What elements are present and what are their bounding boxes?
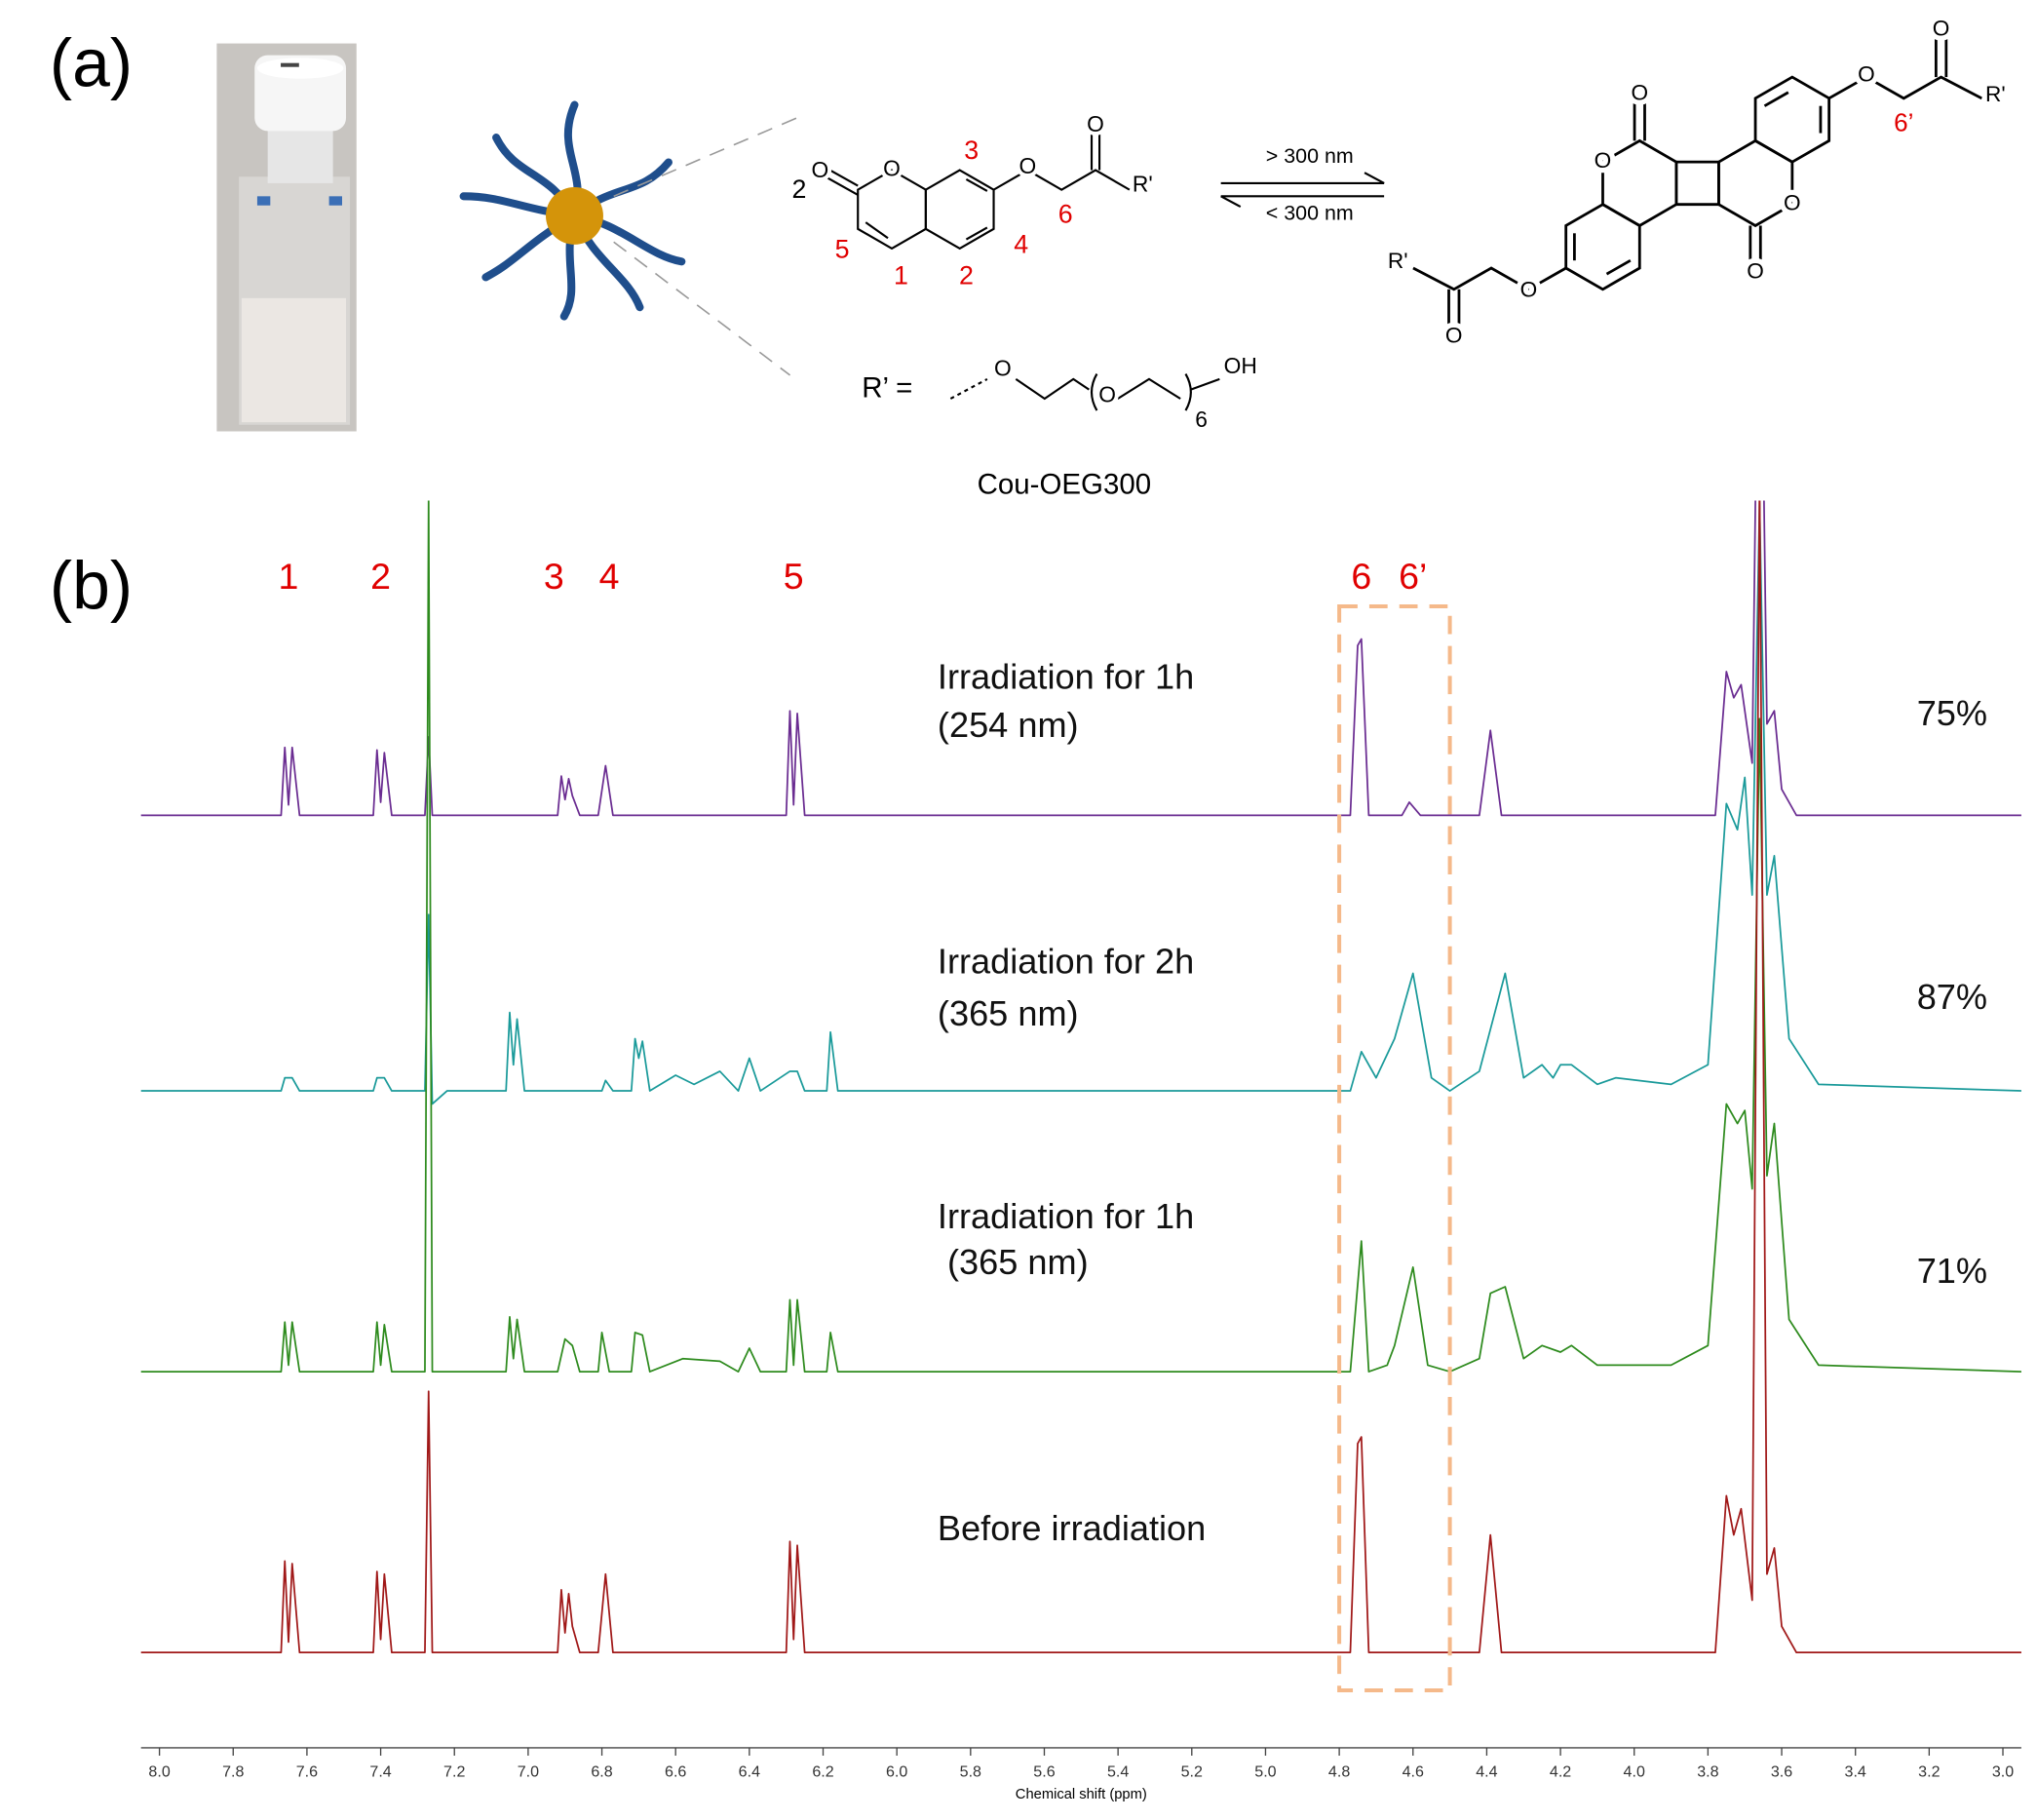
position-number: 2 <box>959 260 974 290</box>
atom-label: O <box>811 157 828 182</box>
condition-label: > 300 nm <box>1266 144 1354 168</box>
atom-label: OH <box>1224 353 1257 378</box>
position-number: 6’ <box>1894 108 1913 137</box>
spectrum-label: Irradiation for 1h <box>938 1196 1194 1236</box>
atom-label: O <box>1520 278 1538 302</box>
atom-label: O <box>994 356 1012 381</box>
x-tick-label: 7.2 <box>443 1763 465 1781</box>
atom-label: R' <box>1133 172 1153 197</box>
atom-label: O <box>1087 111 1104 136</box>
spectrum-line <box>140 500 2021 1654</box>
peak-label: 5 <box>784 556 804 597</box>
spectrum-label: Irradiation for 1h <box>938 657 1194 697</box>
x-tick-label: 5.4 <box>1107 1763 1129 1781</box>
x-tick-label: 7.0 <box>518 1763 539 1781</box>
x-axis-title: Chemical shift (ppm) <box>1016 1787 1147 1802</box>
x-tick-label: 3.2 <box>1918 1763 1940 1781</box>
x-tick-label: 3.0 <box>1992 1763 2014 1781</box>
spectrum-line <box>140 502 2021 1105</box>
spectrum-label: Before irradiation <box>938 1508 1206 1548</box>
substituent-label: R’ = <box>862 371 912 404</box>
atom-label: O <box>1098 381 1116 407</box>
plot-area: 8.0 7.8 7.6 7.4 7.2 7.0 6.8 6.6 6.4 6.2 6.0 5.8 5.6 5… <box>140 500 2021 1781</box>
monomer-structure: 2 O O O O R' 3 5 1 2 4 6 <box>788 107 1156 290</box>
atom-label: O <box>1595 148 1612 173</box>
spectra <box>140 500 2021 1654</box>
peak-label: 6 <box>1351 556 1371 597</box>
x-tick-label: 7.4 <box>369 1763 391 1781</box>
x-tick-label: 4.8 <box>1328 1763 1350 1781</box>
panel-label: (b) <box>50 547 133 623</box>
x-tick-label: 7.8 <box>222 1763 244 1781</box>
peak-label: 2 <box>370 556 391 597</box>
peak-label: 1 <box>279 556 299 597</box>
x-tick-label: 3.4 <box>1845 1763 1866 1781</box>
substituent-structure: R’ = O O OH 6 <box>862 349 1261 436</box>
position-number: 3 <box>964 136 979 165</box>
atom-label: O <box>1631 80 1648 104</box>
x-tick-label: 5.6 <box>1033 1763 1055 1781</box>
stoichiometry: 2 <box>791 174 806 204</box>
spectrum-condition: (365 nm) <box>938 1242 1089 1282</box>
atom-label: O <box>1784 191 1801 215</box>
atom-label: O <box>1933 16 1950 40</box>
x-tick-label: 8.0 <box>148 1763 170 1781</box>
position-number: 6 <box>1058 200 1073 229</box>
zoom-line <box>613 241 791 376</box>
spectrum-label: Irradiation for 2h <box>938 942 1194 982</box>
highlight-box <box>1337 603 1452 1693</box>
x-tick-label: 6.0 <box>886 1763 907 1781</box>
spectrum-line <box>140 500 2021 1373</box>
zoom-line <box>613 114 804 198</box>
position-number: 4 <box>1014 229 1028 258</box>
equilibrium-arrow: > 300 nm < 300 nm <box>1220 144 1385 225</box>
repeat-count: 6 <box>1195 407 1208 432</box>
atom-label: O <box>1747 258 1764 283</box>
atom-label: O <box>1445 324 1463 348</box>
x-tick-label: 3.6 <box>1771 1763 1792 1781</box>
x-tick-label: 7.6 <box>296 1763 318 1781</box>
dimer-structure: O O O O O O O O R' R' 6’ <box>1383 11 2011 353</box>
atom-label: O <box>1019 153 1037 178</box>
x-tick-label: 3.8 <box>1697 1763 1718 1781</box>
compound-name: Cou-OEG300 <box>978 469 1152 501</box>
peak-label: 3 <box>544 556 564 597</box>
panel-label: (a) <box>50 24 133 100</box>
conversion-label: 75% <box>1917 693 1987 733</box>
position-number: 5 <box>835 235 850 264</box>
x-tick-label: 6.4 <box>739 1763 760 1781</box>
spectrum-condition: (365 nm) <box>938 993 1079 1033</box>
conversion-label: 71% <box>1917 1251 1987 1291</box>
peak-label: 4 <box>599 556 620 597</box>
atom-label: O <box>883 156 901 181</box>
nanoparticle <box>459 100 686 321</box>
atom-label: R' <box>1388 249 1408 273</box>
atom-label: O <box>1858 61 1875 86</box>
conversion-label: 87% <box>1917 977 1987 1017</box>
atom-label: R' <box>1985 82 2006 106</box>
x-tick-label: 4.4 <box>1476 1763 1497 1781</box>
position-number: 1 <box>894 260 908 290</box>
x-tick-label: 6.6 <box>665 1763 686 1781</box>
cuvette-photo <box>216 43 357 432</box>
x-tick-label: 6.8 <box>591 1763 612 1781</box>
x-tick-label: 4.0 <box>1624 1763 1645 1781</box>
spectrum-condition: (254 nm) <box>938 705 1079 745</box>
x-tick-label: 5.2 <box>1181 1763 1203 1781</box>
x-tick-label: 5.0 <box>1254 1763 1276 1781</box>
x-tick-label: 5.8 <box>960 1763 981 1781</box>
spectrum-line <box>140 500 2021 817</box>
x-tick-label: 4.6 <box>1403 1763 1424 1781</box>
x-tick-label: 4.2 <box>1550 1763 1571 1781</box>
peak-label: 6’ <box>1399 556 1427 597</box>
x-tick-label: 6.2 <box>812 1763 833 1781</box>
condition-label: < 300 nm <box>1266 202 1354 225</box>
